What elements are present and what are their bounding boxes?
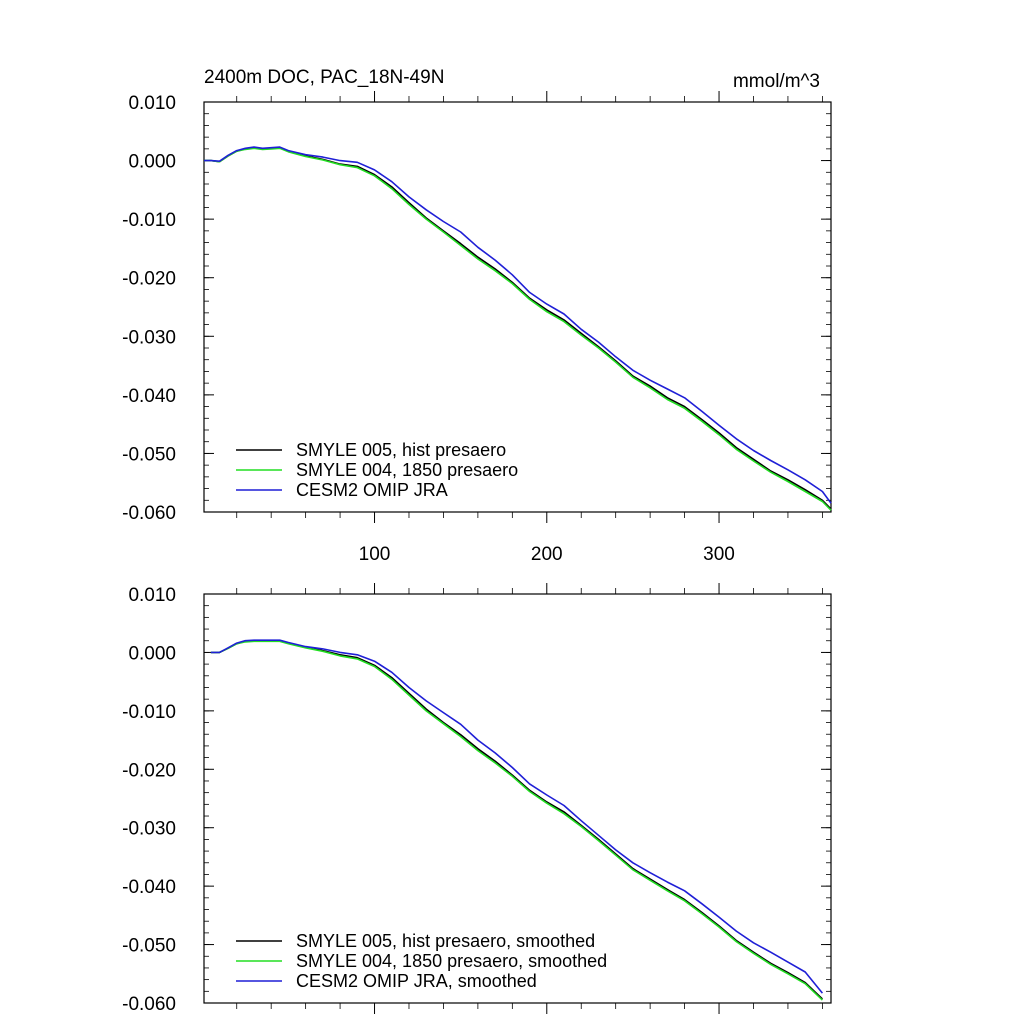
x-tick-label: 300	[703, 544, 735, 565]
top-series-line-1	[204, 147, 832, 511]
y-tick-label: -0.020	[122, 760, 176, 781]
y-tick-label: 0.010	[128, 585, 176, 606]
x-tick-label: 100	[359, 544, 391, 565]
y-tick-label: -0.040	[122, 386, 176, 407]
y-tick-label: 0.000	[128, 643, 176, 664]
y-tick-label: -0.060	[122, 994, 176, 1015]
top-legend-label-2: CESM2 OMIP JRA	[296, 480, 448, 500]
top-legend-label-1: SMYLE 004, 1850 presaero	[296, 460, 518, 480]
units-label: mmol/m^3	[733, 71, 820, 92]
bottom-legend-label-1: SMYLE 004, 1850 presaero, smoothed	[296, 951, 607, 971]
y-tick-label: -0.030	[122, 327, 176, 348]
bottom-legend-label-0: SMYLE 005, hist presaero, smoothed	[296, 931, 595, 951]
bottom-series-line-2	[210, 639, 824, 994]
bottom-panel: 0.010 0.000 -0.010 -0.020 -0.030 -0.040 -0.050…	[122, 583, 832, 1015]
y-tick-label: -0.050	[122, 936, 176, 957]
bottom-legend-label-2: CESM2 OMIP JRA, smoothed	[296, 971, 537, 991]
y-tick-label: 0.000	[128, 152, 176, 173]
plot-title: 2400m DOC, PAC_18N-49N	[204, 67, 444, 88]
top-plot-frame	[203, 101, 832, 513]
bottom-plot-frame	[203, 593, 832, 1004]
y-tick-label: -0.010	[122, 210, 176, 231]
top-series-line-2	[204, 146, 832, 504]
y-tick-label: -0.050	[122, 444, 176, 465]
y-tick-label: -0.060	[122, 503, 176, 524]
y-tick-label: -0.020	[122, 269, 176, 290]
y-tick-label: 0.010	[128, 93, 176, 114]
x-tick-label: 200	[531, 544, 563, 565]
top-legend-label-0: SMYLE 005, hist presaero	[296, 440, 506, 460]
y-tick-label: -0.040	[122, 877, 176, 898]
bottom-series-line-1	[210, 640, 823, 1001]
top-panel: 0.010 0.000 -0.010 -0.020 -0.030 -0.040 -0.050…	[122, 91, 832, 565]
y-tick-label: -0.010	[122, 702, 176, 723]
y-tick-label: -0.030	[122, 819, 176, 840]
